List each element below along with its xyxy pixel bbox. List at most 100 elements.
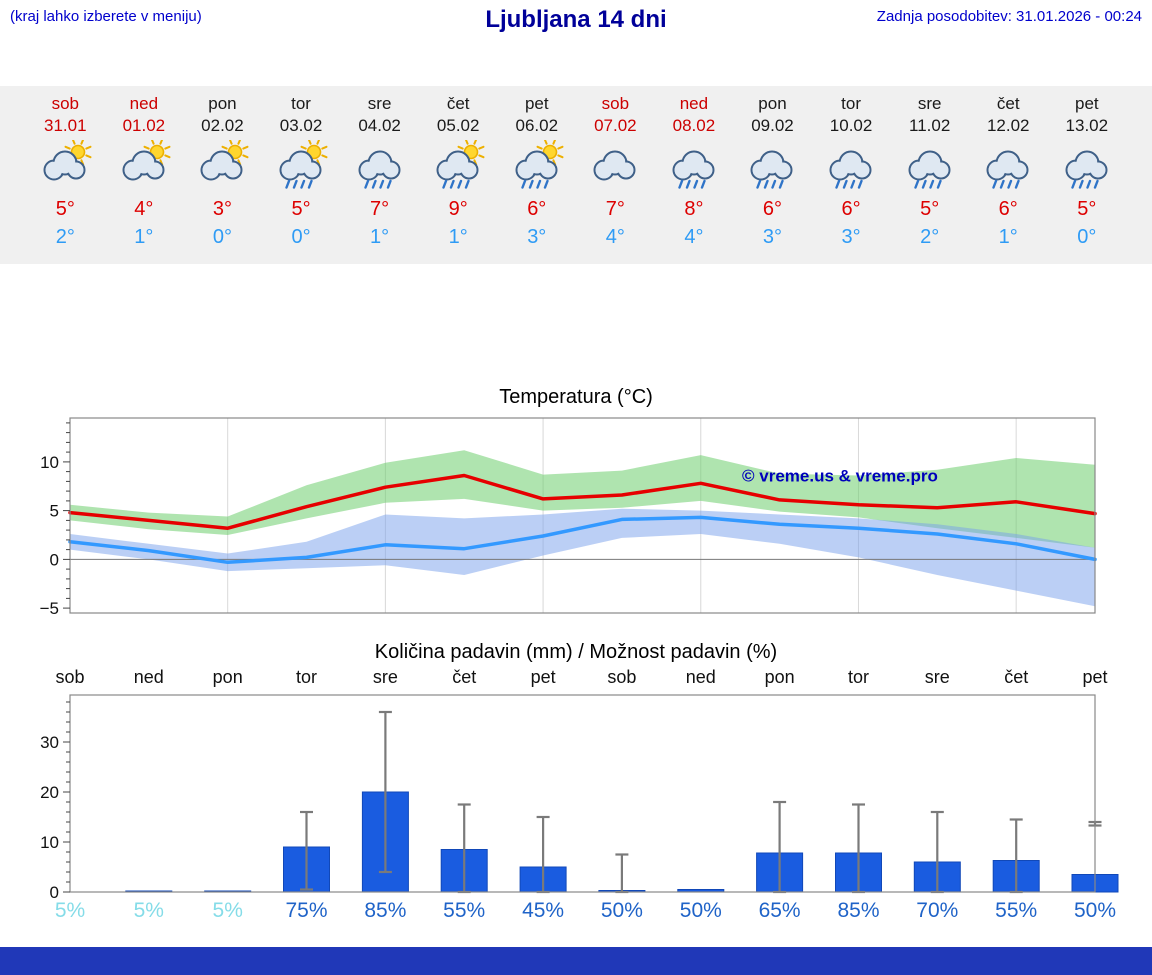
cloudy-rain-icon <box>890 140 969 194</box>
low-temp: 4° <box>684 226 704 248</box>
precip-probability: 55% <box>995 899 1037 922</box>
high-temp: 4° <box>134 198 154 220</box>
day-label: sob <box>607 667 636 687</box>
day-label: sre <box>373 667 398 687</box>
day-date: 31.01 <box>44 116 87 135</box>
day-name: pon <box>208 94 237 113</box>
plot-border <box>69 417 1096 614</box>
partly-cloudy-rain-icon <box>262 140 341 194</box>
page-header: (kraj lahko izberete v meniju) Ljubljana… <box>0 0 1152 52</box>
day-date: 10.02 <box>829 116 873 135</box>
partly-cloudy-icon <box>105 140 184 194</box>
day-column: tor 03.02 5° 0° <box>262 94 341 250</box>
max-range-band <box>70 450 1095 548</box>
y-tick-label: 10 <box>40 453 59 472</box>
forecast-strip: sob 31.01 5° 2° ned 01.02 4° 1° pon 02.02 3° 0° tor 0… <box>0 86 1152 264</box>
day-label: tor <box>296 667 317 687</box>
precip-probability: 85% <box>364 899 406 922</box>
partly-cloudy-rain-icon <box>497 140 576 194</box>
precip-probability: 50% <box>680 899 722 922</box>
plot-background <box>70 695 1095 892</box>
temp-chart-svg: −5 0 5 10 © vreme.us & vreme.pro <box>40 417 1097 618</box>
day-label: pon <box>213 667 243 687</box>
day-label: pon <box>765 667 795 687</box>
y-tick-label: 20 <box>40 783 59 802</box>
last-updated: Zadnja posodobitev: 31.01.2026 - 00:24 <box>876 8 1142 25</box>
high-temp: 6° <box>762 198 783 220</box>
low-temp: 3° <box>841 226 861 248</box>
high-temp: 5° <box>920 198 940 220</box>
low-temp: 1° <box>998 226 1018 248</box>
low-temp: 1° <box>448 226 468 248</box>
day-column: sre 04.02 7° 1° <box>340 94 419 250</box>
precipitation-section: Količina padavin (mm) / Možnost padavin … <box>0 639 1152 923</box>
day-date: 03.02 <box>279 116 323 135</box>
day-date: 12.02 <box>986 116 1030 135</box>
y-tick-label: 0 <box>50 883 59 902</box>
day-name: sob <box>601 94 630 113</box>
precip-probability: 65% <box>759 899 801 922</box>
high-temp: 6° <box>527 198 547 220</box>
high-temp: 7° <box>605 198 625 220</box>
cloudy-rain-icon <box>812 140 891 194</box>
low-temp: 0° <box>1077 226 1097 248</box>
cloudy-rain-icon <box>340 140 419 194</box>
day-date: 09.02 <box>751 116 794 135</box>
cloudy-rain-icon <box>733 140 812 194</box>
day-name: sre <box>367 94 392 113</box>
low-temp: 0° <box>291 226 311 248</box>
footer-bar <box>0 947 1152 975</box>
min-temp-line <box>68 515 1097 565</box>
day-label: pet <box>531 667 556 687</box>
y-tick-label: 10 <box>40 833 59 852</box>
day-column: pet 13.02 5° 0° <box>1048 94 1127 250</box>
day-date: 04.02 <box>358 116 401 135</box>
day-date: 13.02 <box>1065 116 1109 135</box>
high-temp: 9° <box>448 198 468 220</box>
partly-cloudy-icon <box>183 140 262 194</box>
precip-probability: 50% <box>601 899 643 922</box>
day-name: pon <box>758 94 787 113</box>
day-column: pon 09.02 6° 3° <box>733 94 812 250</box>
day-date: 01.02 <box>122 116 166 135</box>
day-label: tor <box>848 667 869 687</box>
day-name: čet <box>446 94 470 113</box>
low-temp: 4° <box>605 226 625 248</box>
precip-probability: 85% <box>837 899 879 922</box>
day-date: 02.02 <box>201 116 244 135</box>
min-range-band <box>70 508 1095 607</box>
high-temp: 3° <box>212 198 232 220</box>
day-label: sre <box>925 667 950 687</box>
precip-probability: 5% <box>134 899 164 922</box>
temperature-section: Temperatura (°C) −5 0 5 10 © vreme.us & vrem… <box>0 384 1152 625</box>
location-hint: (kraj lahko izberete v meniju) <box>10 8 202 25</box>
day-name: tor <box>841 94 861 113</box>
y-tick-label: 5 <box>50 502 59 521</box>
day-date: 07.02 <box>594 116 637 135</box>
low-temp: 3° <box>762 226 783 248</box>
day-column: ned 01.02 4° 1° <box>105 94 184 250</box>
low-temp: 1° <box>134 226 154 248</box>
day-label: ned <box>134 667 164 687</box>
day-column: čet 05.02 9° 1° <box>419 94 498 250</box>
cloudy-rain-icon <box>969 140 1048 194</box>
day-date: 11.02 <box>909 116 951 135</box>
day-label: čet <box>452 667 476 687</box>
day-name: ned <box>679 94 709 113</box>
day-date: 08.02 <box>672 116 716 135</box>
precip-probability: 5% <box>55 899 85 922</box>
day-date: 05.02 <box>436 116 480 135</box>
precip-chart-title: Količina padavin (mm) / Možnost padavin … <box>374 641 778 663</box>
watermark: © vreme.us & vreme.pro <box>742 466 938 485</box>
high-temp: 5° <box>55 198 75 220</box>
precip-probability: 55% <box>443 899 485 922</box>
precip-probability: 75% <box>285 899 327 922</box>
day-column: ned 08.02 8° 4° <box>655 94 734 250</box>
page-title: Ljubljana 14 dni <box>485 6 667 33</box>
high-temp: 6° <box>841 198 861 220</box>
precip-probability: 45% <box>522 899 564 922</box>
low-temp: 2° <box>920 226 940 248</box>
day-name: pet <box>1074 94 1099 113</box>
low-temp: 1° <box>370 226 390 248</box>
day-name: pet <box>524 94 549 113</box>
